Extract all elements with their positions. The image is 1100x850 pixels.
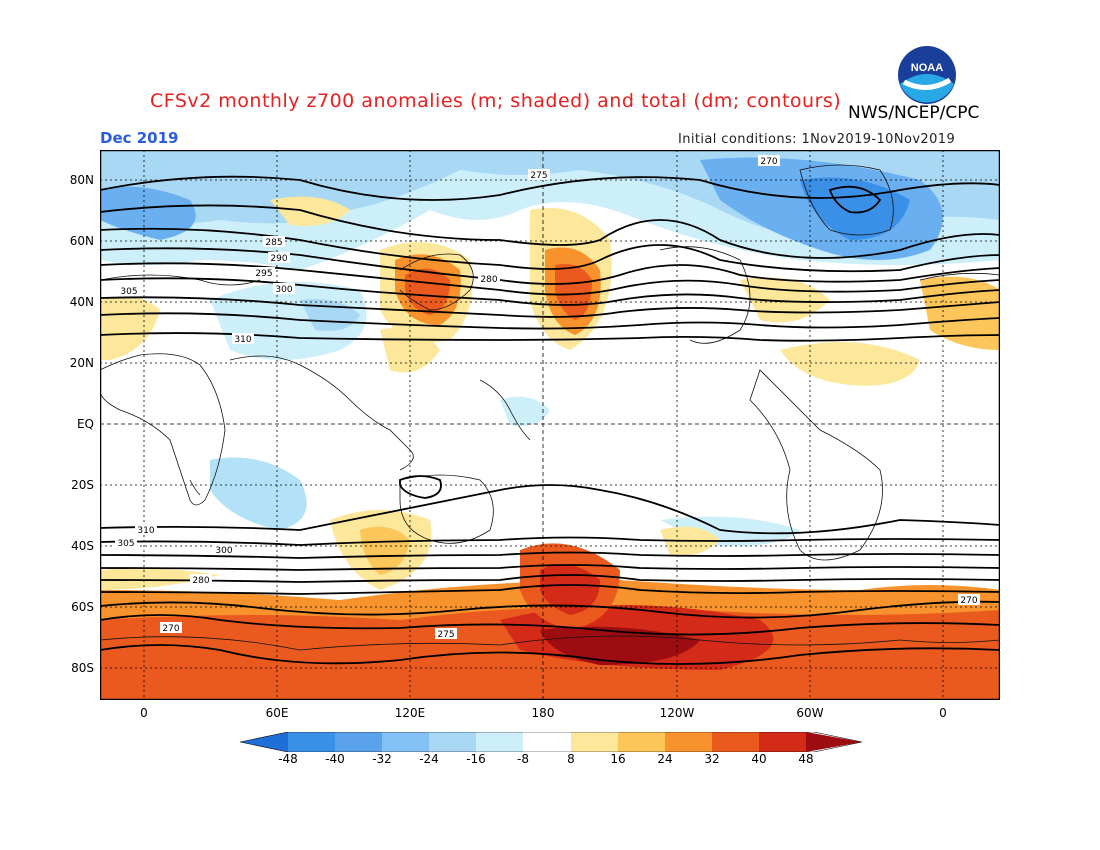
svg-text:310: 310 bbox=[137, 526, 154, 536]
colorbar-arrow-left bbox=[240, 732, 288, 752]
svg-text:280: 280 bbox=[480, 275, 497, 285]
lon-label-60e: 60E bbox=[265, 706, 289, 720]
colorbar-tick: -16 bbox=[466, 752, 486, 766]
contour-label-280: 280 bbox=[478, 273, 500, 285]
lat-label-60n: 60N bbox=[69, 234, 94, 248]
svg-text:300: 300 bbox=[275, 285, 292, 295]
colorbar-tick: 24 bbox=[657, 752, 673, 766]
logo-text: NOAA bbox=[911, 62, 943, 74]
contour-labels: 270 275 280 285 290 295 300 305 310 310 … bbox=[115, 155, 980, 640]
colorbar-tick: 32 bbox=[704, 752, 720, 766]
anomaly-map: 270 275 280 285 290 295 300 305 310 310 … bbox=[100, 150, 1000, 700]
lat-label-eq: EQ bbox=[76, 417, 94, 431]
colorbar-tick: -40 bbox=[325, 752, 345, 766]
chart-title: CFSv2 monthly z700 anomalies (m; shaded)… bbox=[150, 90, 842, 112]
svg-text:295: 295 bbox=[255, 269, 272, 279]
contour-label-310: 310 bbox=[232, 333, 254, 345]
colorbar-bin bbox=[618, 732, 665, 752]
colorbar-tick: -32 bbox=[372, 752, 392, 766]
svg-text:270: 270 bbox=[162, 624, 179, 634]
map-frame bbox=[100, 150, 1000, 700]
colorbar-bin bbox=[712, 732, 759, 752]
lon-label-180: 180 bbox=[531, 706, 555, 720]
svg-text:310: 310 bbox=[234, 335, 251, 345]
lat-label-40s: 40S bbox=[71, 539, 94, 553]
lat-label-80s: 80S bbox=[71, 661, 94, 675]
colorbar-bin bbox=[335, 732, 382, 752]
svg-text:275: 275 bbox=[530, 171, 547, 181]
colorbar-bin bbox=[476, 732, 523, 752]
lat-label-60s: 60S bbox=[71, 600, 94, 614]
contour-label-270-south: 270 bbox=[160, 622, 182, 634]
contour-label-295: 295 bbox=[253, 267, 275, 279]
lon-label-0: 0 bbox=[140, 706, 148, 720]
colorbar-arrow-right bbox=[806, 732, 862, 752]
colorbar-tick: -48 bbox=[278, 752, 298, 766]
noaa-logo-icon: NOAA bbox=[898, 46, 956, 104]
colorbar-tick: 8 bbox=[567, 752, 575, 766]
colorbar-bin bbox=[429, 732, 476, 752]
lat-label-20s: 20S bbox=[71, 478, 94, 492]
contour-label-275: 275 bbox=[528, 169, 550, 181]
lat-label-80n: 80N bbox=[69, 173, 94, 187]
colorbar-bin bbox=[665, 732, 712, 752]
svg-text:275: 275 bbox=[437, 630, 454, 640]
contour-label-300: 300 bbox=[273, 283, 295, 295]
colorbar-bin bbox=[523, 732, 571, 752]
colorbar-bin bbox=[759, 732, 806, 752]
initial-conditions: Initial conditions: 1Nov2019-10Nov2019 bbox=[678, 132, 956, 147]
svg-text:305: 305 bbox=[117, 539, 134, 549]
svg-text:300: 300 bbox=[215, 546, 232, 556]
contour-label-270: 270 bbox=[758, 155, 780, 167]
lon-label-60w: 60W bbox=[796, 706, 824, 720]
contour-label-270-east: 270 bbox=[958, 594, 980, 606]
colorbar-bin bbox=[382, 732, 429, 752]
contour-label-285: 285 bbox=[263, 236, 285, 248]
colorbar-bin bbox=[288, 732, 335, 752]
colorbar bbox=[240, 732, 862, 752]
contour-label-275-south: 275 bbox=[435, 628, 457, 640]
colorbar-tick: 16 bbox=[610, 752, 626, 766]
colorbar-tick: -8 bbox=[517, 752, 529, 766]
svg-text:285: 285 bbox=[265, 238, 282, 248]
forecast-month: Dec 2019 bbox=[100, 129, 179, 147]
lat-label-40n: 40N bbox=[69, 295, 94, 309]
lon-label-0-east: 0 bbox=[939, 706, 947, 720]
lon-label-120w: 120W bbox=[659, 706, 695, 720]
svg-text:280: 280 bbox=[192, 576, 209, 586]
colorbar-tick: 40 bbox=[751, 752, 767, 766]
contour-label-300-south: 300 bbox=[213, 544, 235, 556]
coastlines bbox=[100, 164, 1000, 651]
colorbar-tick: 48 bbox=[798, 752, 814, 766]
contour-label-280-south: 280 bbox=[190, 574, 212, 586]
svg-text:290: 290 bbox=[270, 254, 287, 264]
agency-label: NWS/NCEP/CPC bbox=[848, 103, 980, 123]
svg-text:305: 305 bbox=[120, 287, 137, 297]
contour-label-305-south: 305 bbox=[115, 537, 137, 549]
svg-text:270: 270 bbox=[760, 157, 777, 167]
lon-label-120e: 120E bbox=[394, 706, 426, 720]
contour-label-305: 305 bbox=[118, 285, 140, 297]
contour-label-290: 290 bbox=[268, 252, 290, 264]
grid-lines bbox=[100, 150, 1000, 700]
svg-text:270: 270 bbox=[960, 596, 977, 606]
colorbar-bin bbox=[571, 732, 618, 752]
lat-label-20n: 20N bbox=[69, 356, 94, 370]
colorbar-tick: -24 bbox=[419, 752, 439, 766]
contour-label-310-south: 310 bbox=[135, 524, 157, 536]
